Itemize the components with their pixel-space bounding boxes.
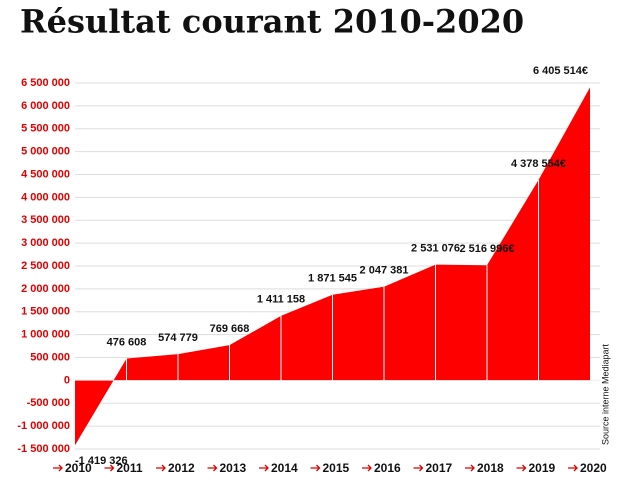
x-arrow: [207, 464, 218, 472]
data-label: 2 047 381: [360, 265, 409, 277]
y-tick-label: 1 000 000: [21, 329, 70, 341]
y-tick-label: 3 000 000: [21, 237, 70, 249]
y-tick-label: 0: [64, 374, 70, 386]
x-tick-label: 2012: [168, 461, 195, 475]
x-arrow: [465, 464, 475, 472]
data-label: 769 668: [210, 323, 250, 335]
x-tick-label: 2015: [323, 461, 350, 475]
data-label: 4 378 554€: [511, 158, 566, 170]
data-label: 1 871 545: [308, 273, 357, 285]
x-tick-label: 2014: [271, 461, 298, 475]
source-note: Source interne Mediapart: [600, 343, 610, 445]
data-label: -1 419 326: [75, 455, 128, 467]
data-label: 6 405 514€: [533, 65, 588, 77]
y-tick-label: 2 000 000: [21, 283, 70, 295]
y-tick-label: 5 000 000: [21, 146, 70, 158]
data-label: 574 779: [158, 332, 198, 344]
x-tick-label: 2013: [220, 461, 247, 475]
x-arrow: [156, 464, 166, 472]
x-arrow: [568, 464, 578, 472]
x-arrow: [104, 464, 115, 472]
y-tick-label: 4 500 000: [21, 168, 70, 180]
y-tick-label: 6 000 000: [21, 100, 70, 112]
x-arrow: [53, 464, 63, 472]
data-label: 2 516 996€: [459, 243, 514, 255]
y-tick-label: 3 500 000: [21, 214, 70, 226]
y-tick-label: 1 500 000: [21, 306, 70, 318]
x-tick-label: 2016: [374, 461, 401, 475]
y-tick-label: 6 500 000: [21, 77, 70, 89]
data-label: 2 531 076: [411, 242, 460, 254]
y-tick-label: -500 000: [27, 397, 70, 409]
x-tick-label: 2017: [426, 461, 453, 475]
x-arrow: [516, 464, 527, 472]
y-tick-label: 5 500 000: [21, 123, 70, 135]
x-tick-label: 2020: [580, 461, 607, 475]
y-tick-label: -1 500 000: [17, 443, 70, 455]
x-arrow: [413, 464, 424, 472]
y-tick-label: 500 000: [30, 351, 70, 363]
y-tick-label: 2 500 000: [21, 260, 70, 272]
x-tick-label: 2011: [117, 461, 143, 475]
x-arrow: [310, 464, 321, 472]
x-tick-label: 2019: [529, 461, 556, 475]
chart-title: Résultat courant 2010-2020: [20, 3, 524, 41]
area: [75, 87, 590, 446]
data-label: 476 608: [107, 336, 147, 348]
x-arrow: [362, 464, 372, 472]
data-label: 1 411 158: [257, 294, 305, 306]
x-tick-label: 2018: [477, 461, 504, 475]
y-tick-label: 4 000 000: [21, 191, 70, 203]
x-arrow: [259, 464, 269, 472]
x-tick-label: 2010: [65, 461, 92, 475]
y-tick-label: -1 000 000: [17, 420, 70, 432]
